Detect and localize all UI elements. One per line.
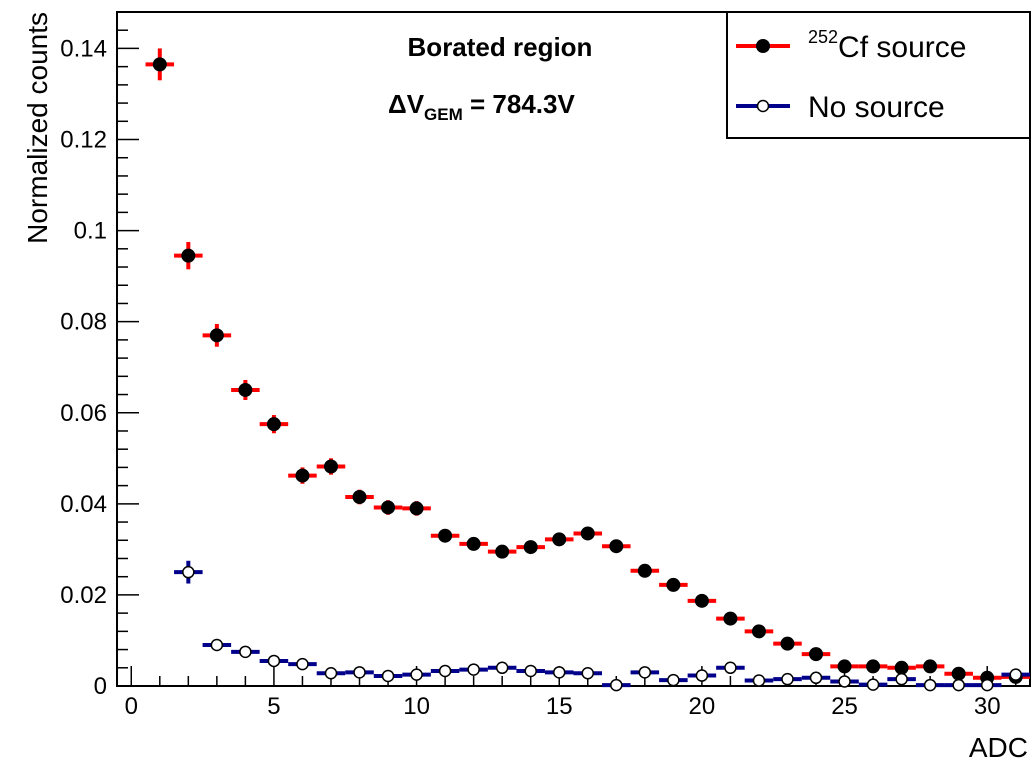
y-tick-label: 0.1 (74, 218, 107, 245)
x-tick-label: 25 (831, 693, 858, 720)
data-point (238, 382, 253, 397)
x-tick-label: 20 (689, 693, 716, 720)
data-point (809, 671, 823, 685)
y-tick-label: 0.06 (60, 400, 107, 427)
data-point (923, 659, 938, 674)
data-point (610, 678, 623, 692)
data-point (523, 540, 538, 555)
data-point (410, 668, 423, 681)
data-point (209, 328, 224, 343)
data-point (524, 664, 537, 678)
data-point (409, 501, 424, 516)
data-point (752, 674, 766, 687)
data-point (438, 528, 453, 543)
data-point (181, 248, 196, 263)
data-point (694, 593, 709, 608)
annotation-delta-v: ΔV (388, 89, 425, 119)
data-point (580, 526, 595, 541)
data-point (210, 638, 224, 652)
y-tick-label: 0.14 (60, 35, 107, 62)
data-point (923, 678, 937, 692)
data-point (495, 661, 509, 675)
data-point (152, 57, 167, 72)
legend-label: No source (808, 91, 945, 124)
x-tick-label: 10 (403, 693, 430, 720)
data-point (467, 663, 480, 676)
data-point (609, 539, 624, 554)
data-point (866, 678, 880, 691)
data-point (438, 664, 452, 678)
series-no-source (174, 560, 1030, 692)
data-point (723, 611, 738, 626)
data-point (323, 459, 338, 474)
data-point (952, 678, 965, 692)
data-point (695, 669, 709, 682)
x-tick-label: 30 (974, 693, 1001, 720)
legend-text-main: Cf source (838, 31, 966, 64)
data-point (667, 673, 680, 687)
data-point (637, 563, 652, 578)
data-point (780, 636, 795, 651)
data-point (838, 675, 851, 688)
data-point (781, 672, 794, 686)
data-point (295, 468, 310, 483)
data-point (581, 666, 595, 680)
y-tick-label: 0.02 (60, 582, 107, 609)
data-point (381, 669, 395, 683)
x-tick-label: 15 (546, 693, 573, 720)
x-tick-label: 5 (267, 693, 280, 720)
data-point (266, 417, 281, 432)
data-point (239, 645, 252, 659)
data-point (552, 666, 566, 679)
data-point (866, 659, 881, 674)
data-point (495, 544, 510, 559)
x-tick-label: 0 (125, 693, 138, 720)
annotation-region: Borated region (408, 32, 593, 62)
data-point (552, 532, 567, 547)
legend-label: 252Cf source (808, 27, 966, 64)
y-tick-label: 0.12 (60, 127, 107, 154)
legend-superscript: 252 (808, 27, 838, 47)
data-point (1009, 668, 1022, 681)
legend-marker (756, 99, 770, 113)
data-point (296, 657, 309, 671)
plot-frame (116, 11, 1031, 687)
data-point (894, 660, 909, 675)
data-point (724, 661, 737, 675)
legend-marker (756, 39, 770, 53)
series-cf-source (145, 48, 1030, 685)
data-point (951, 666, 966, 681)
legend-entry: 252Cf source (736, 27, 966, 64)
data-point (751, 624, 766, 639)
data-point (381, 500, 396, 515)
data-point (980, 678, 994, 692)
data-point (324, 666, 338, 680)
annotation-subscript: GEM (424, 105, 463, 124)
y-axis-title: Normalized counts (22, 12, 53, 244)
data-point (837, 659, 852, 674)
x-axis-title: ADC (969, 732, 1028, 763)
y-tick-label: 0 (94, 673, 107, 700)
y-tick-label: 0.04 (60, 491, 107, 518)
annotation-voltage: ΔVGEM = 784.3V (388, 89, 575, 124)
data-point (267, 654, 281, 668)
data-point (182, 565, 195, 579)
data-point (666, 577, 681, 592)
annotation-value: = 784.3V (463, 89, 576, 119)
y-tick-label: 0.08 (60, 309, 107, 336)
legend-entry: No source (736, 91, 945, 124)
legend-box (726, 11, 1031, 139)
data-point (352, 490, 367, 505)
data-point (895, 672, 908, 686)
data-point (466, 536, 481, 551)
data-point (638, 666, 652, 679)
data-point (353, 666, 366, 679)
data-point (809, 647, 824, 662)
